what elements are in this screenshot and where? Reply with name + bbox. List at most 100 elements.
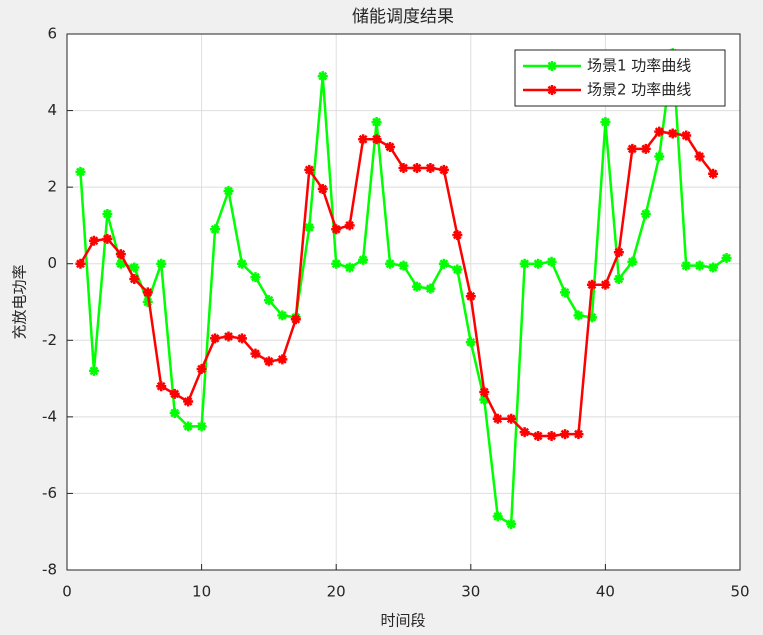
legend-label: 场景2 功率曲线 xyxy=(587,81,691,99)
marker xyxy=(613,247,624,258)
marker xyxy=(519,258,530,269)
marker xyxy=(560,287,571,298)
legend-label: 场景1 功率曲线 xyxy=(587,57,691,75)
marker xyxy=(586,279,597,290)
marker xyxy=(533,258,544,269)
marker xyxy=(613,274,624,285)
marker xyxy=(223,185,234,196)
marker xyxy=(573,429,584,440)
marker xyxy=(88,235,99,246)
marker xyxy=(75,258,86,269)
marker xyxy=(169,408,180,419)
marker xyxy=(371,117,382,128)
marker xyxy=(210,224,221,235)
marker xyxy=(250,348,261,359)
marker xyxy=(344,262,355,273)
marker xyxy=(210,333,221,344)
marker xyxy=(223,331,234,342)
chart-title: 储能调度结果 xyxy=(352,7,454,27)
marker xyxy=(398,260,409,271)
marker xyxy=(654,151,665,162)
marker xyxy=(654,126,665,137)
y-tick-label: -6 xyxy=(42,484,57,502)
marker xyxy=(519,427,530,438)
y-tick-label: 4 xyxy=(47,101,57,119)
marker xyxy=(331,224,342,235)
plot-area xyxy=(67,34,740,570)
marker xyxy=(694,151,705,162)
marker xyxy=(533,431,544,441)
marker xyxy=(115,258,126,269)
marker xyxy=(721,252,732,263)
marker xyxy=(129,262,140,273)
marker xyxy=(506,413,517,424)
marker xyxy=(183,421,194,432)
marker xyxy=(681,260,692,271)
x-tick-label: 20 xyxy=(327,583,346,601)
marker xyxy=(142,287,153,298)
marker xyxy=(263,356,274,367)
y-tick-label: -2 xyxy=(42,331,57,349)
marker xyxy=(627,256,638,267)
marker xyxy=(681,130,692,141)
marker xyxy=(586,312,597,323)
x-tick-label: 0 xyxy=(62,583,72,601)
marker xyxy=(304,164,315,175)
marker xyxy=(250,272,261,283)
marker xyxy=(196,421,207,432)
marker xyxy=(411,163,422,173)
marker xyxy=(263,295,274,306)
marker xyxy=(694,260,705,271)
marker xyxy=(129,274,140,285)
marker xyxy=(479,394,490,405)
marker xyxy=(667,128,678,139)
marker xyxy=(573,310,584,321)
marker xyxy=(277,354,288,365)
y-tick-label: 0 xyxy=(47,254,57,272)
marker xyxy=(398,163,409,173)
marker xyxy=(438,258,449,269)
x-tick-label: 50 xyxy=(730,583,749,601)
x-tick-label: 10 xyxy=(192,583,211,601)
x-tick-label: 40 xyxy=(596,583,615,601)
marker xyxy=(115,249,126,260)
marker xyxy=(600,279,611,290)
marker xyxy=(102,233,113,244)
marker xyxy=(371,134,382,145)
marker xyxy=(358,254,369,265)
marker xyxy=(183,396,194,407)
marker xyxy=(708,168,719,179)
marker xyxy=(358,134,369,145)
marker xyxy=(452,230,463,240)
x-axis-label: 时间段 xyxy=(380,612,425,630)
marker xyxy=(546,431,557,441)
marker xyxy=(708,262,719,273)
marker xyxy=(479,386,490,397)
axes-box xyxy=(66,33,741,571)
legend-marker xyxy=(547,85,557,95)
marker xyxy=(492,511,503,522)
marker xyxy=(317,184,328,195)
marker xyxy=(546,256,557,267)
y-tick-label: -4 xyxy=(42,407,57,425)
marker xyxy=(452,264,463,275)
y-axis-label: 充放电功率 xyxy=(11,264,29,339)
marker xyxy=(627,143,638,154)
marker xyxy=(438,164,449,175)
marker xyxy=(465,291,476,302)
y-tick-label: 6 xyxy=(47,25,57,43)
marker xyxy=(75,166,86,177)
marker xyxy=(425,163,436,173)
marker xyxy=(304,222,315,233)
marker xyxy=(156,258,167,269)
marker xyxy=(196,364,207,374)
y-tick-label: 2 xyxy=(47,178,57,196)
y-tick-label: -8 xyxy=(42,561,57,579)
x-tick-label: 30 xyxy=(461,583,480,601)
marker xyxy=(236,258,247,269)
marker xyxy=(385,141,396,152)
marker xyxy=(385,258,396,269)
marker xyxy=(290,314,301,325)
marker xyxy=(640,143,651,154)
